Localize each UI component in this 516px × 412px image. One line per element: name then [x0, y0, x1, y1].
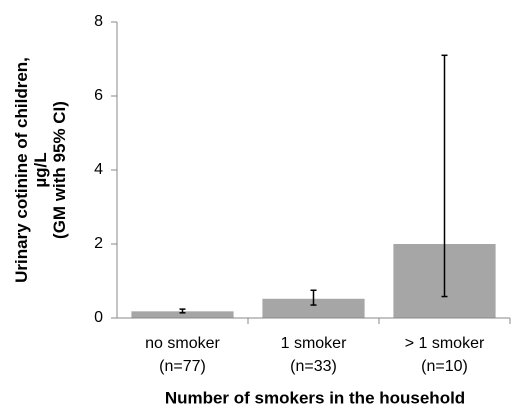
x-tick-label-line: (n=10) [421, 358, 468, 375]
y-tick-label: 0 [94, 309, 103, 326]
x-tick-label-line: (n=33) [290, 358, 337, 375]
x-tick-label-line: (n=77) [159, 358, 206, 375]
y-tick-label: 8 [94, 13, 103, 30]
error-bar [179, 308, 186, 314]
error-bar [310, 289, 317, 306]
y-axis-title-line: µg/L [31, 152, 50, 187]
y-axis-title-line: Urinary cotinine of children, [12, 57, 31, 283]
bar [262, 298, 365, 318]
y-axis-title-line: (GM with 95% CI) [50, 101, 69, 239]
x-tick-label: no smoker (n=77) [145, 335, 220, 375]
x-axis-title: Number of smokers in the household [165, 388, 465, 407]
error-bar [441, 54, 448, 298]
x-tick-label-line: 1 smoker [281, 335, 347, 352]
y-axis-title: Urinary cotinine of children,µg/L(GM wit… [12, 57, 69, 283]
x-tick-label-line: no smoker [145, 335, 220, 352]
x-tick-label: > 1 smoker (n=10) [405, 335, 485, 375]
x-tick-label: 1 smoker (n=33) [281, 335, 347, 375]
bar [131, 311, 234, 318]
y-tick-label: 2 [94, 235, 103, 252]
y-tick-label: 4 [94, 161, 103, 178]
y-tick-label: 6 [94, 87, 103, 104]
x-tick-label-line: > 1 smoker [405, 335, 485, 352]
